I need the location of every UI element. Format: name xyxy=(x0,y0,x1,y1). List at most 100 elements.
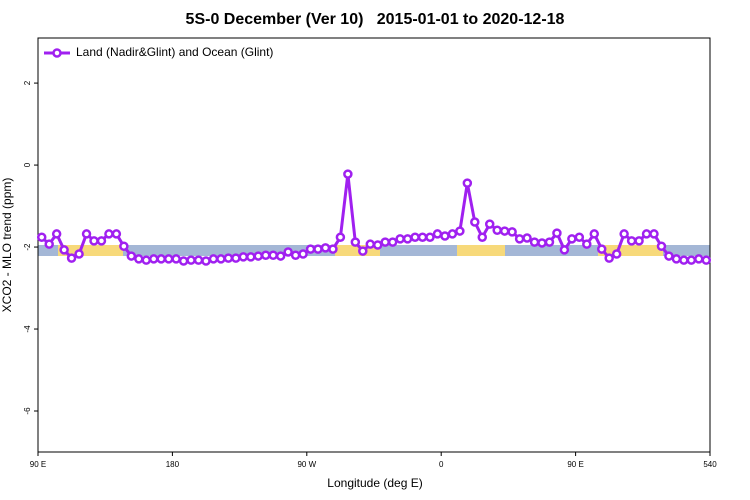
plot-frame xyxy=(37,37,711,453)
data-point xyxy=(402,234,413,244)
data-point xyxy=(567,234,577,244)
data-point xyxy=(582,239,592,249)
data-point xyxy=(156,254,166,264)
y-axis-label: XCO2 - MLO trend (ppm) xyxy=(0,178,14,313)
data-point xyxy=(559,245,570,255)
data-point xyxy=(238,252,249,262)
data-point xyxy=(81,229,92,239)
data-point xyxy=(372,240,383,250)
y-tick-label: -4 xyxy=(23,325,32,333)
data-point xyxy=(701,255,712,265)
data-point xyxy=(619,229,629,239)
data-point xyxy=(514,234,525,244)
data-point xyxy=(395,234,405,244)
x-tick-label: 180 xyxy=(166,460,180,469)
data-point xyxy=(507,227,517,237)
data-point xyxy=(335,232,346,242)
data-point xyxy=(686,255,697,265)
data-point xyxy=(328,244,338,254)
map-band xyxy=(38,245,710,256)
data-point xyxy=(529,237,540,247)
data-point xyxy=(171,254,181,264)
data-point xyxy=(298,249,308,259)
data-point xyxy=(477,232,488,242)
data-point xyxy=(305,244,316,254)
data-point xyxy=(51,229,62,239)
data-point xyxy=(111,229,122,239)
y-tick-label: -6 xyxy=(23,407,32,415)
data-point xyxy=(380,237,390,247)
data-point xyxy=(96,236,107,246)
x-tick-label: 90 E xyxy=(567,460,583,469)
data-point xyxy=(365,239,376,249)
data-point xyxy=(260,250,271,260)
data-point xyxy=(484,219,495,229)
data-point xyxy=(649,229,659,239)
data-point xyxy=(283,247,293,257)
data-point xyxy=(470,217,480,227)
data-point xyxy=(74,249,84,259)
x-tick-label: 540 xyxy=(703,460,717,469)
data-point xyxy=(425,232,435,242)
data-point xyxy=(126,251,137,261)
data-point xyxy=(462,178,473,188)
legend-marker xyxy=(52,48,62,58)
data-point xyxy=(290,250,301,260)
x-tick-label: 90 W xyxy=(297,460,316,469)
data-point xyxy=(320,243,331,253)
data-point xyxy=(119,241,129,251)
data-point xyxy=(141,255,152,265)
data-point xyxy=(641,229,652,239)
legend-label: Land (Nadir&Glint) and Ocean (Glint) xyxy=(76,45,273,59)
data-point xyxy=(634,236,644,246)
data-point xyxy=(148,254,159,264)
y-tick-label: 2 xyxy=(23,80,32,85)
data-point xyxy=(596,244,607,254)
data-point xyxy=(537,238,547,248)
data-point xyxy=(163,254,174,264)
data-point xyxy=(66,253,77,263)
data-point xyxy=(417,232,428,242)
data-point xyxy=(89,236,99,246)
data-point xyxy=(178,256,189,266)
data-point xyxy=(492,225,502,235)
x-tick-label: 90 E xyxy=(30,460,46,469)
data-point xyxy=(59,245,69,255)
data-point xyxy=(104,229,114,239)
data-point xyxy=(552,228,562,238)
data-point xyxy=(671,254,682,264)
y-tick-label: -2 xyxy=(23,243,32,251)
data-point xyxy=(186,255,196,265)
data-point xyxy=(201,256,211,266)
x-tick-label: 0 xyxy=(439,460,444,469)
data-point xyxy=(604,253,614,263)
data-point xyxy=(44,239,54,249)
data-point xyxy=(231,253,241,263)
data-point xyxy=(358,246,368,256)
data-point xyxy=(134,254,144,264)
data-point xyxy=(499,226,510,236)
data-point xyxy=(611,249,622,259)
data-point xyxy=(275,251,286,261)
x-axis-label: Longitude (deg E) xyxy=(327,476,422,490)
data-point xyxy=(522,233,532,243)
data-point xyxy=(574,232,585,242)
data-point xyxy=(455,226,465,236)
data-point xyxy=(36,232,47,242)
data-point xyxy=(350,237,361,247)
data-point xyxy=(679,255,689,265)
data-point xyxy=(432,229,443,239)
data-point xyxy=(313,244,323,254)
data-point xyxy=(246,252,256,262)
data-point xyxy=(268,250,278,260)
data-point xyxy=(387,237,398,247)
data-point xyxy=(253,251,264,261)
data-point xyxy=(447,229,458,239)
data-point xyxy=(589,229,600,239)
data-point xyxy=(656,241,667,251)
data-point xyxy=(410,232,420,242)
data-point xyxy=(208,254,219,264)
data-point xyxy=(216,254,226,264)
data-point xyxy=(694,254,704,264)
